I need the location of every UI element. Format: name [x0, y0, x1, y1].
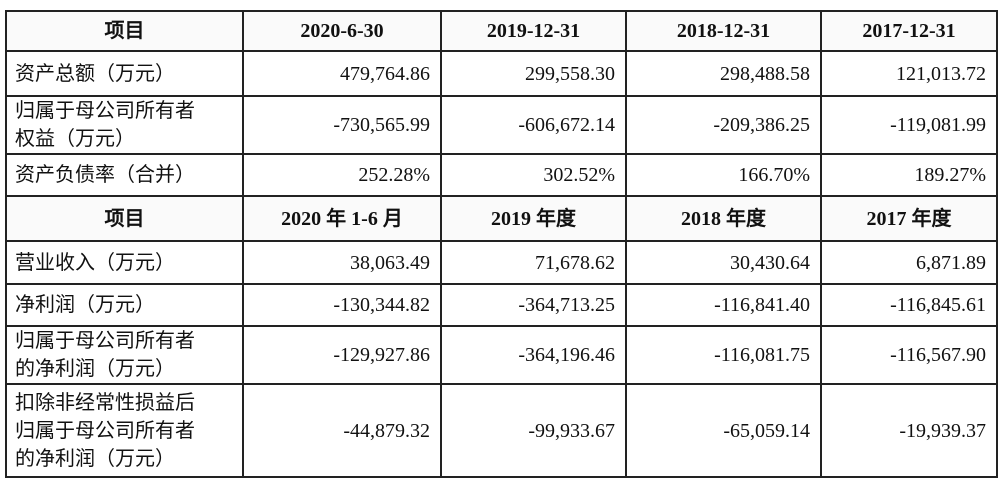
- row-label: 扣除非经常性损益后 归属于母公司所有者 的净利润（万元）: [5, 383, 244, 478]
- header-period: 2020 年 1-6 月: [242, 195, 442, 242]
- table-row: 资产总额（万元） 479,764.86 299,558.30 298,488.58 12…: [5, 50, 998, 97]
- row-label-line: 的净利润（万元）: [15, 358, 175, 380]
- table-row: 归属于母公司所有者 权益（万元） -730,565.99 -606,672.14 -20…: [5, 95, 998, 155]
- cell-value: 479,764.86: [242, 50, 442, 97]
- table-row: 扣除非经常性损益后 归属于母公司所有者 的净利润（万元） -44,879.32 -99,…: [5, 383, 998, 478]
- cell-value: 252.28%: [242, 153, 442, 197]
- cell-value: -65,059.14: [625, 383, 822, 478]
- cell-value: 121,013.72: [820, 50, 998, 97]
- cell-value: -364,196.46: [440, 325, 627, 385]
- row-label: 归属于母公司所有者 的净利润（万元）: [5, 325, 244, 385]
- row-label-line: 的净利润（万元）: [15, 447, 175, 470]
- cell-value: 298,488.58: [625, 50, 822, 97]
- row-label: 营业收入（万元）: [5, 240, 244, 285]
- cell-value: -116,081.75: [625, 325, 822, 385]
- row-label: 归属于母公司所有者 权益（万元）: [5, 95, 244, 155]
- cell-value: -119,081.99: [820, 95, 998, 155]
- row-label-line: 营业收入（万元）: [15, 251, 175, 274]
- header-row: 项目 2020 年 1-6 月 2019 年度 2018 年度 2017 年度: [5, 195, 998, 242]
- row-label-line: 归属于母公司所有者: [15, 330, 195, 352]
- cell-value: -129,927.86: [242, 325, 442, 385]
- cell-value: 166.70%: [625, 153, 822, 197]
- cell-value: -19,939.37: [820, 383, 998, 478]
- cell-value: 299,558.30: [440, 50, 627, 97]
- row-label-line: 权益（万元）: [15, 128, 135, 150]
- cell-value: 302.52%: [440, 153, 627, 197]
- header-period: 2017 年度: [820, 195, 998, 242]
- row-label-line: 归属于母公司所有者: [15, 419, 195, 442]
- cell-value: 38,063.49: [242, 240, 442, 285]
- header-period: 2019 年度: [440, 195, 627, 242]
- header-item: 项目: [5, 195, 244, 242]
- row-label: 净利润（万元）: [5, 283, 244, 327]
- cell-value: -116,845.61: [820, 283, 998, 327]
- cell-value: -364,713.25: [440, 283, 627, 327]
- cell-value: -44,879.32: [242, 383, 442, 478]
- header-period: 2018 年度: [625, 195, 822, 242]
- row-label-line: 资产负债率（合并）: [15, 164, 195, 186]
- cell-value: -606,672.14: [440, 95, 627, 155]
- cell-value: -730,565.99: [242, 95, 442, 155]
- financial-summary-table: 项目 2020-6-30 2019-12-31 2018-12-31 2017-12-3…: [5, 10, 998, 478]
- table-row: 归属于母公司所有者 的净利润（万元） -129,927.86 -364,196.46-…: [5, 325, 998, 385]
- cell-value: -99,933.67: [440, 383, 627, 478]
- header-period: 2017-12-31: [820, 10, 998, 52]
- cell-value: -116,567.90: [820, 325, 998, 385]
- header-period: 2018-12-31: [625, 10, 822, 52]
- cell-value: 30,430.64: [625, 240, 822, 285]
- row-label-line: 净利润（万元）: [15, 294, 155, 316]
- header-item: 项目: [5, 10, 244, 52]
- row-label-line: 扣除非经常性损益后: [15, 391, 195, 414]
- row-label-line: 资产总额（万元）: [15, 62, 175, 85]
- cell-value: -116,841.40: [625, 283, 822, 327]
- cell-value: 6,871.89: [820, 240, 998, 285]
- header-period: 2019-12-31: [440, 10, 627, 52]
- header-period: 2020-6-30: [242, 10, 442, 52]
- row-label: 资产总额（万元）: [5, 50, 244, 97]
- cell-value: 189.27%: [820, 153, 998, 197]
- row-label: 资产负债率（合并）: [5, 153, 244, 197]
- table-row: 资产负债率（合并） 252.28% 302.52% 166.70% 189.27%: [5, 153, 998, 197]
- cell-value: 71,678.62: [440, 240, 627, 285]
- table-row: 净利润（万元） -130,344.82 -364,713.25 -116,841.40…: [5, 283, 998, 327]
- row-label-line: 归属于母公司所有者: [15, 100, 195, 122]
- table-row: 营业收入（万元） 38,063.49 71,678.62 30,430.64 6,871…: [5, 240, 998, 285]
- cell-value: -130,344.82: [242, 283, 442, 327]
- header-row: 项目 2020-6-30 2019-12-31 2018-12-31 2017-12-3…: [5, 10, 998, 52]
- cell-value: -209,386.25: [625, 95, 822, 155]
